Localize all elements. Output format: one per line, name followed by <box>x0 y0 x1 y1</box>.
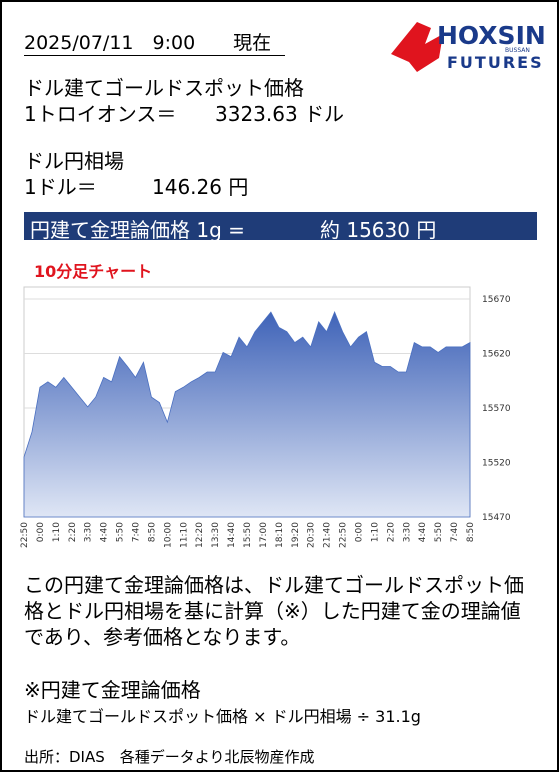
x-tick-label: 18:10 <box>275 522 285 548</box>
x-tick-label: 1:10 <box>52 522 62 542</box>
logo: HOXSIN BUSSAN FUTURES <box>391 21 546 72</box>
x-tick-label: 0:00 <box>355 522 365 542</box>
fx-rate: 146.26 円 <box>152 175 249 199</box>
formula: ドル建てゴールドスポット価格 × ドル円相場 ÷ 31.1g <box>24 707 421 726</box>
chart: 15470 15520 15570 15620 15670 22:50 0:00 1:10 2:… <box>20 286 511 548</box>
x-tick-label: 10:00 <box>163 522 173 548</box>
x-tick-label: 15:50 <box>243 522 253 548</box>
x-tick-label: 14:40 <box>227 522 237 548</box>
x-tick-label: 2:20 <box>386 522 396 542</box>
y-tick-label: 15620 <box>482 349 511 359</box>
logo-sub: FUTURES <box>447 53 544 72</box>
y-tick-label: 15470 <box>482 513 511 523</box>
banner <box>24 212 537 240</box>
gold-price: 3323.63 ドル <box>215 102 345 126</box>
x-tick-label: 2:20 <box>68 522 78 542</box>
x-tick-label: 8:50 <box>147 522 157 542</box>
x-tick-label: 7:40 <box>132 522 142 542</box>
gold-title: ドル建てゴールドスポット価格 <box>24 76 304 100</box>
x-tick-label: 13:30 <box>211 522 221 548</box>
datetime: 2025/07/11 9:00 現在 <box>24 28 286 56</box>
x-tick-label: 4:40 <box>418 522 428 542</box>
description: この円建て金理論価格は、ドル建てゴールドスポット価格とドル円相場を基に計算（※）… <box>24 573 524 649</box>
x-tick-label: 3:30 <box>402 522 412 542</box>
area <box>23 311 471 518</box>
formula-title: ※円建て金理論価格 <box>24 678 201 702</box>
x-tick-label: 11:10 <box>179 522 189 548</box>
x-tick-label: 21:40 <box>323 522 333 548</box>
x-tick-label: 17:00 <box>259 522 269 548</box>
logo-mark <box>391 22 443 72</box>
y-tick-label: 15520 <box>482 458 511 468</box>
x-tick-label: 22:50 <box>20 522 30 548</box>
x-tick-label: 5:50 <box>116 522 126 542</box>
x-tick-label: 5:50 <box>434 522 444 542</box>
chart-title: 10分足チャート <box>34 262 153 281</box>
source: 出所：DIAS 各種データより北辰物産作成 <box>24 748 315 766</box>
x-tick-label: 20:30 <box>307 522 317 548</box>
x-tick-label: 4:40 <box>100 522 110 542</box>
gold-unit: 1トロイオンス＝ <box>24 102 177 126</box>
fx-title: ドル円相場 <box>24 149 124 173</box>
banner-value: 約 15630 円 <box>320 218 437 242</box>
y-tick-label: 15570 <box>482 404 511 414</box>
logo-main: HOXSIN <box>437 21 546 50</box>
y-tick-label: 15670 <box>482 295 511 305</box>
x-tick-label: 8:50 <box>466 522 476 542</box>
fx-unit: 1ドル＝ <box>24 175 97 199</box>
x-tick-label: 12:20 <box>195 522 205 548</box>
logo-small: BUSSAN <box>505 47 530 54</box>
x-tick-label: 22:50 <box>339 522 349 548</box>
x-tick-label: 7:40 <box>450 522 460 542</box>
x-tick-label: 3:30 <box>84 522 94 542</box>
x-tick-label: 19:20 <box>291 522 301 548</box>
x-tick-label: 0:00 <box>36 522 46 542</box>
banner-label: 円建て金理論価格 1g = <box>30 218 245 242</box>
x-tick-label: 1:10 <box>370 522 380 542</box>
